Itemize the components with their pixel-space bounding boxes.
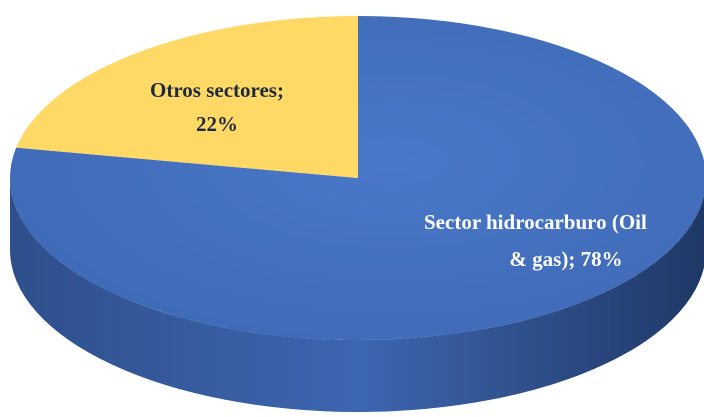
pie-slices bbox=[10, 16, 704, 340]
pie-side bbox=[10, 178, 704, 412]
pie-side-wall bbox=[10, 178, 704, 412]
label-line: 22% bbox=[196, 112, 238, 136]
pie-slice-sector-hidrocarburo-oil-gas bbox=[10, 16, 704, 340]
label-line: & gas); 78% bbox=[509, 247, 622, 271]
label-line: Sector hidrocarburo (Oil bbox=[424, 210, 647, 234]
data-label-otros-sectores: Otros sectores; 22% bbox=[150, 78, 284, 136]
pie-slice-otros-sectores bbox=[16, 16, 359, 178]
label-line: Otros sectores; bbox=[150, 78, 284, 102]
data-label-sector-hidrocarburo: Sector hidrocarburo (Oil & gas); 78% bbox=[424, 210, 647, 271]
